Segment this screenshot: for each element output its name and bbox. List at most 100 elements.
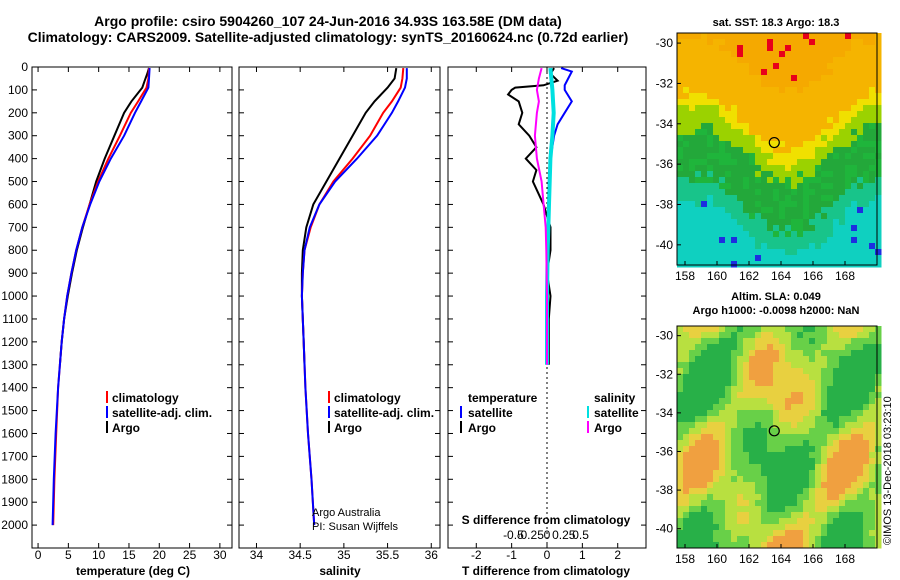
sla-cell: [809, 356, 816, 363]
sst-cell: [875, 249, 882, 256]
sla-cell: [833, 536, 840, 543]
sla-cell: [821, 332, 828, 339]
sst-cell: [683, 69, 690, 76]
sla-cell: [737, 506, 744, 513]
sla-cell: [791, 488, 798, 495]
sla-cell: [725, 392, 732, 399]
sst-cell: [791, 261, 798, 268]
sla-cell: [863, 392, 870, 399]
sst-cell: [689, 51, 696, 58]
sst-cell: [791, 135, 798, 142]
sst-cell: [845, 33, 852, 40]
sst-cell: [761, 207, 768, 214]
sla-cell: [863, 476, 870, 483]
sst-cell: [839, 243, 846, 250]
sla-cell: [773, 512, 780, 519]
sst-cell: [779, 213, 786, 220]
sst-cell: [761, 57, 768, 64]
sla-cell: [773, 488, 780, 495]
sla-cell: [875, 482, 882, 489]
sst-cell: [701, 63, 708, 70]
sla-cell: [719, 374, 726, 381]
sla-cell: [845, 518, 852, 525]
sla-cell: [779, 542, 786, 549]
sst-cell: [797, 129, 804, 136]
sla-cell: [785, 428, 792, 435]
sla-cell: [767, 440, 774, 447]
sla-cell: [827, 386, 834, 393]
sst-cell: [821, 243, 828, 250]
sst-cell: [875, 201, 882, 208]
legend-label-argo: Argo: [334, 421, 362, 435]
sla-cell: [725, 542, 732, 549]
sla-cell: [839, 386, 846, 393]
sla-cell: [767, 482, 774, 489]
sla-cell: [821, 392, 828, 399]
sst-cell: [809, 135, 816, 142]
sst-cell: [851, 81, 858, 88]
sla-cell: [677, 356, 684, 363]
sst-cell: [743, 255, 750, 262]
sla-cell: [737, 524, 744, 531]
sst-cell: [701, 249, 708, 256]
sla-cell: [779, 500, 786, 507]
sst-cell: [869, 69, 876, 76]
x-tick-label: 10: [92, 548, 106, 562]
sla-cell: [863, 410, 870, 417]
sla-cell: [809, 332, 816, 339]
sst-cell: [725, 147, 732, 154]
sst-cell: [869, 231, 876, 238]
sst-cell: [719, 177, 726, 184]
sla-cell: [755, 380, 762, 387]
sla-cell: [737, 398, 744, 405]
sla-cell: [743, 422, 750, 429]
sla-cell: [827, 482, 834, 489]
sla-cell: [773, 374, 780, 381]
sla-cell: [857, 530, 864, 537]
depth-tick-label: 1700: [1, 449, 28, 463]
sst-cell: [803, 219, 810, 226]
sst-cell: [863, 87, 870, 94]
sla-cell: [779, 482, 786, 489]
sst-cell: [785, 159, 792, 166]
sst-cell: [827, 39, 834, 46]
sla-cell: [761, 398, 768, 405]
sst-cell: [845, 171, 852, 178]
sla-cell: [719, 350, 726, 357]
sla-cell: [851, 356, 858, 363]
sst-cell: [857, 153, 864, 160]
sla-cell: [779, 440, 786, 447]
sst-cell: [719, 135, 726, 142]
sla-cell: [833, 446, 840, 453]
sst-cell: [719, 225, 726, 232]
sla-cell: [683, 332, 690, 339]
sla-cell: [737, 470, 744, 477]
sst-cell: [773, 243, 780, 250]
legend-label-argo: Argo: [112, 421, 140, 435]
sst-cell: [731, 99, 738, 106]
sst-cell: [749, 249, 756, 256]
sst-cell: [833, 225, 840, 232]
sla-cell: [809, 470, 816, 477]
sla-cell: [863, 428, 870, 435]
sla-cell: [743, 398, 750, 405]
sst-cell: [707, 39, 714, 46]
sla-cell: [791, 368, 798, 375]
sst-cell: [755, 171, 762, 178]
sla-cell: [791, 452, 798, 459]
sst-cell: [827, 195, 834, 202]
sla-cell: [767, 500, 774, 507]
sla-cell: [773, 476, 780, 483]
sla-cell: [737, 536, 744, 543]
sst-cell: [713, 225, 720, 232]
sla-cell: [737, 488, 744, 495]
sst-cell: [689, 195, 696, 202]
sst-cell: [749, 105, 756, 112]
sla-cell: [821, 386, 828, 393]
sla-cell: [785, 410, 792, 417]
sst-cell: [749, 81, 756, 88]
sla-cell: [791, 344, 798, 351]
sla-cell: [755, 482, 762, 489]
sst-cell: [797, 255, 804, 262]
sst-cell: [869, 207, 876, 214]
